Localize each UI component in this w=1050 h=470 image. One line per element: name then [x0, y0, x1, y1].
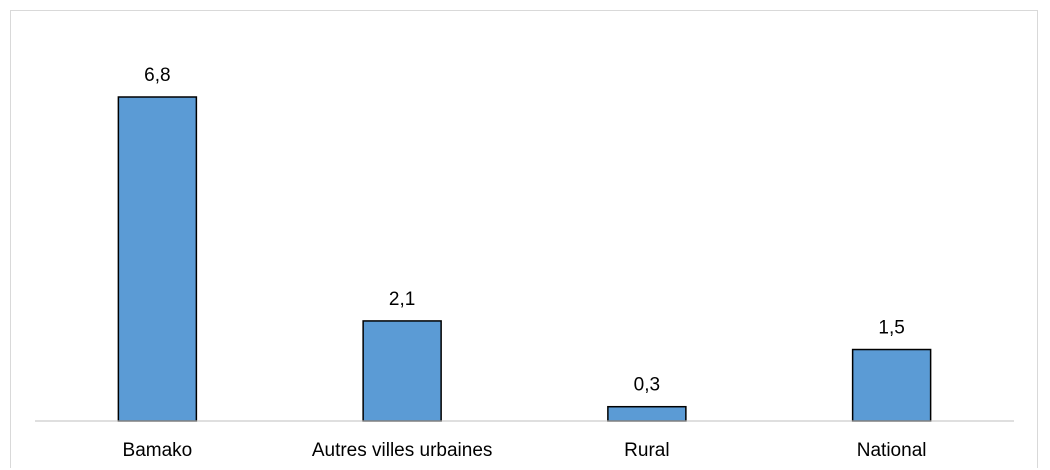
data-label: 1,5	[878, 318, 904, 339]
category-label: Autres villes urbaines	[312, 440, 493, 461]
bar-autres-villes-urbaines	[362, 320, 442, 422]
data-label: 6,8	[144, 65, 170, 86]
category-label: Rural	[624, 440, 669, 461]
bar-national	[851, 348, 932, 422]
bar-rural	[607, 405, 687, 422]
value-labels-group: 6,8 2,1 0,3 1,5	[144, 65, 905, 396]
category-labels-group: Bamako Autres villes urbaines Rural Nationa…	[123, 440, 927, 461]
bars-group	[117, 96, 932, 422]
data-label: 0,3	[634, 375, 660, 396]
category-label: Bamako	[123, 440, 193, 461]
data-label: 2,1	[389, 289, 415, 310]
bar-bamako	[117, 96, 198, 422]
category-label: National	[857, 440, 927, 461]
